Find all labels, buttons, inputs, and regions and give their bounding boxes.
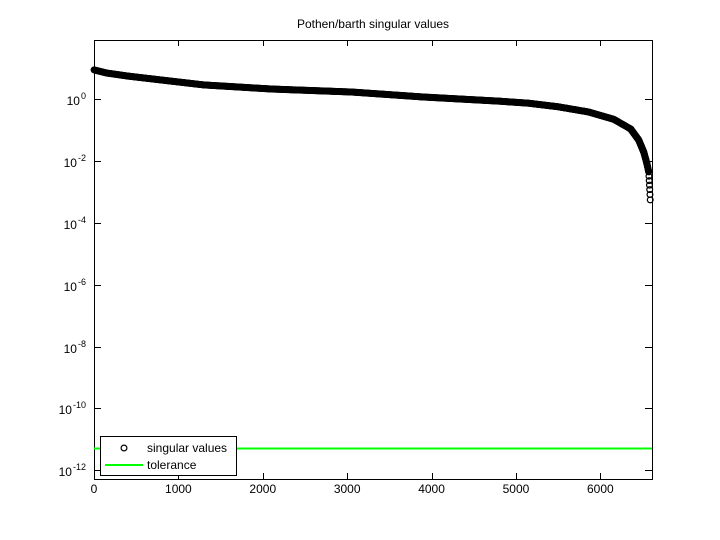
chart-title: Pothen/barth singular values xyxy=(296,17,450,31)
singular-values-series xyxy=(90,66,654,204)
y-tick-label: 10-4 xyxy=(63,214,86,232)
x-tick-label: 1000 xyxy=(165,482,192,496)
legend-marker-tolerance xyxy=(101,463,147,466)
open-circle-icon xyxy=(120,443,128,452)
legend-label-tolerance: tolerance xyxy=(147,457,197,472)
legend-item-singular-values: singular values xyxy=(101,439,236,456)
green-line-icon xyxy=(105,463,143,466)
x-tick-label: 0 xyxy=(90,482,98,496)
axes-box xyxy=(94,40,653,480)
x-tick-label: 6000 xyxy=(586,482,614,496)
legend-item-tolerance: tolerance xyxy=(101,456,236,473)
y-tick-label: 10-2 xyxy=(63,152,86,170)
y-tick-label: 100 xyxy=(66,90,86,108)
y-tick-label: 10-12 xyxy=(58,462,86,480)
x-tick-label: 4000 xyxy=(418,482,445,496)
x-tick-label: 3000 xyxy=(333,482,361,496)
y-tick-label: 10-8 xyxy=(63,338,86,356)
y-tick-label: 10-6 xyxy=(63,276,86,294)
x-tick-label: 5000 xyxy=(502,482,530,496)
y-tick-label: 10-10 xyxy=(58,400,86,418)
legend: singular values tolerance xyxy=(100,436,237,476)
x-tick-label: 2000 xyxy=(249,482,277,496)
legend-label-singular-values: singular values xyxy=(147,440,228,455)
legend-marker-singular-values xyxy=(101,443,147,453)
